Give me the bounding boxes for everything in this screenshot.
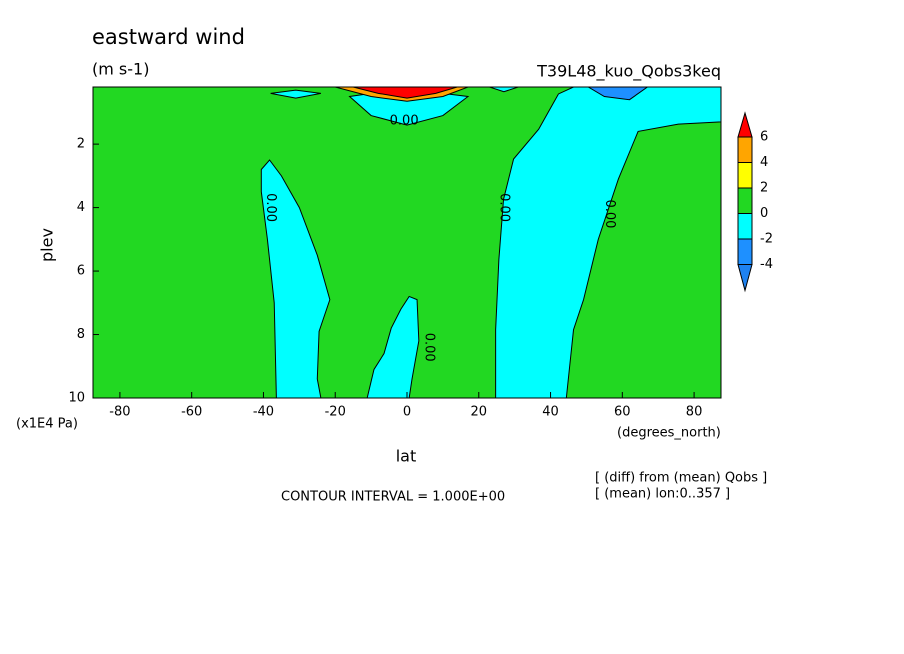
contour-region bbox=[495, 87, 721, 398]
colorbar-box bbox=[737, 238, 753, 265]
x-tick-label: -20 bbox=[325, 405, 346, 420]
contour-region bbox=[587, 87, 649, 101]
contour-region bbox=[260, 159, 331, 398]
x-units: (degrees_north) bbox=[617, 426, 721, 441]
contour-label: 0.00 bbox=[263, 193, 278, 222]
colorbar-box bbox=[737, 136, 753, 163]
x-tick-label: 80 bbox=[686, 405, 703, 420]
colorbar-label: 2 bbox=[760, 181, 768, 196]
x-tick-label: -40 bbox=[253, 405, 274, 420]
contour-region bbox=[489, 87, 519, 93]
x-tick-label: -60 bbox=[181, 405, 202, 420]
contour-label: 0.00 bbox=[421, 333, 436, 362]
y-axis-label: plev bbox=[38, 228, 57, 262]
y-tick-label: 8 bbox=[77, 327, 85, 342]
colorbar-box bbox=[737, 187, 753, 214]
colorbar-box bbox=[737, 162, 753, 189]
contour-region bbox=[366, 295, 420, 398]
colorbar-label: 4 bbox=[760, 155, 768, 170]
colorbar-arrow bbox=[737, 111, 753, 138]
x-tick-label: 60 bbox=[614, 405, 631, 420]
colorbar-label: 6 bbox=[760, 130, 768, 145]
x-axis-label: lat bbox=[396, 447, 417, 466]
y-units: (x1E4 Pa) bbox=[16, 417, 78, 432]
x-tick-label: -80 bbox=[109, 405, 130, 420]
chart-title: eastward wind bbox=[92, 25, 245, 49]
colorbar-label: -2 bbox=[760, 232, 773, 247]
contour-region bbox=[270, 89, 321, 99]
y-tick-label: 2 bbox=[77, 137, 85, 152]
plot-area bbox=[93, 87, 721, 398]
colorbar-arrow bbox=[737, 264, 753, 293]
contour-note: CONTOUR INTERVAL = 1.000E+00 bbox=[281, 490, 505, 505]
y-tick-label: 4 bbox=[77, 200, 85, 215]
colorbar-box bbox=[737, 213, 753, 240]
info-line: [ (diff) from (mean) Qobs ] bbox=[595, 471, 767, 486]
y-tick-label: 6 bbox=[77, 264, 85, 279]
contour-region bbox=[353, 87, 458, 99]
units: (m s-1) bbox=[92, 60, 149, 79]
colorbar-label: 0 bbox=[760, 206, 768, 221]
info-line: [ (mean) lon:0..357 ] bbox=[595, 487, 730, 502]
y-tick-label: 10 bbox=[68, 391, 85, 406]
colorbar-label: -4 bbox=[760, 257, 773, 272]
x-tick-label: 0 bbox=[403, 405, 411, 420]
contour-label: 0.00 bbox=[390, 113, 419, 128]
x-tick-label: 20 bbox=[470, 405, 487, 420]
x-tick-label: 40 bbox=[542, 405, 559, 420]
contour-label: 0.00 bbox=[496, 193, 511, 222]
contour-label: 0.00 bbox=[602, 199, 617, 228]
dataset: T39L48_kuo_Qobs3keq bbox=[536, 62, 721, 82]
